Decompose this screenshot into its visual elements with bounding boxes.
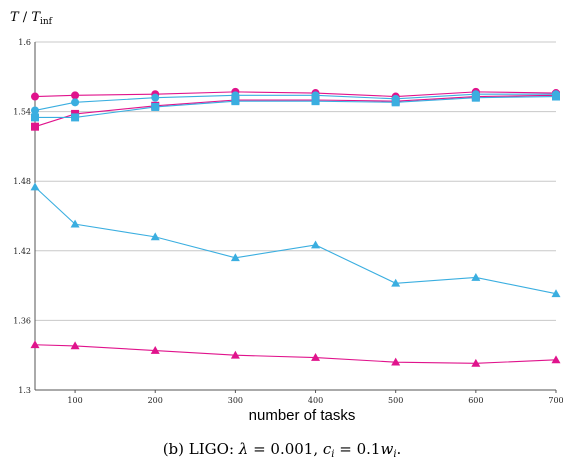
data-point-square: [391, 98, 400, 107]
data-point-square: [151, 102, 160, 111]
y-tick-label: 1.48: [13, 177, 31, 186]
data-point-square: [471, 93, 480, 102]
data-point-triangle: [551, 355, 561, 364]
series-line-5: [35, 95, 557, 118]
y-tick-label: 1.3: [18, 386, 31, 395]
x-tick-label: 400: [308, 396, 323, 405]
tick-labels: 1.3 1.36 1.42 1.48 1.54 1.6 100 200 300 400 500 600…: [13, 38, 563, 405]
data-point-triangle: [150, 232, 160, 241]
series-line-1: [34, 91, 557, 98]
data-point-square: [71, 113, 80, 122]
y-axis-label: T / Tinf: [10, 10, 53, 27]
data-point-circle: [31, 92, 39, 101]
data-point-square: [231, 97, 240, 106]
x-tick-label: 600: [468, 396, 483, 405]
data-point-circle: [151, 93, 160, 102]
y-tick-label: 1.36: [13, 316, 31, 325]
data-point-square: [311, 97, 320, 106]
y-tick-label: 1.42: [13, 247, 31, 256]
data-point-triangle: [471, 358, 481, 367]
data-point-triangle: [471, 272, 481, 281]
data-point-circle: [31, 106, 39, 115]
data-point-triangle: [70, 341, 80, 350]
data-point-triangle: [230, 350, 240, 359]
data-point-triangle: [551, 289, 561, 298]
x-tick-label: 700: [548, 396, 563, 405]
x-tick-label: 200: [148, 396, 163, 405]
figure-caption: (b) LIGO: λ = 0.001, ci = 0.1wi.: [163, 440, 402, 460]
data-point-triangle: [30, 182, 40, 191]
y-tick-label: 1.6: [18, 38, 31, 47]
series-group: [30, 87, 561, 367]
y-tick-label: 1.54: [13, 108, 31, 117]
data-point-square: [31, 113, 39, 122]
data-point-triangle: [311, 353, 321, 361]
data-point-triangle: [150, 346, 160, 354]
data-point-triangle: [30, 340, 40, 349]
series-line-4: [34, 93, 556, 111]
series-line-2: [34, 94, 557, 128]
data-point-square: [31, 122, 39, 131]
x-tick-label: 100: [67, 396, 82, 405]
data-point-triangle: [70, 219, 80, 228]
x-tick-label: 300: [228, 396, 243, 405]
data-point-triangle: [391, 278, 401, 287]
series-line-6: [34, 186, 557, 295]
caption-dataset-name: LIGO: [189, 440, 229, 458]
data-point-triangle: [391, 357, 401, 366]
data-point-triangle: [230, 253, 240, 262]
series-line-3: [34, 344, 557, 364]
x-tick-label: 500: [388, 396, 403, 405]
data-point-circle: [71, 91, 80, 100]
data-point-triangle: [311, 240, 321, 249]
data-point-square: [552, 92, 560, 101]
x-axis-label: number of tasks: [249, 407, 356, 424]
data-point-circle: [71, 98, 80, 107]
